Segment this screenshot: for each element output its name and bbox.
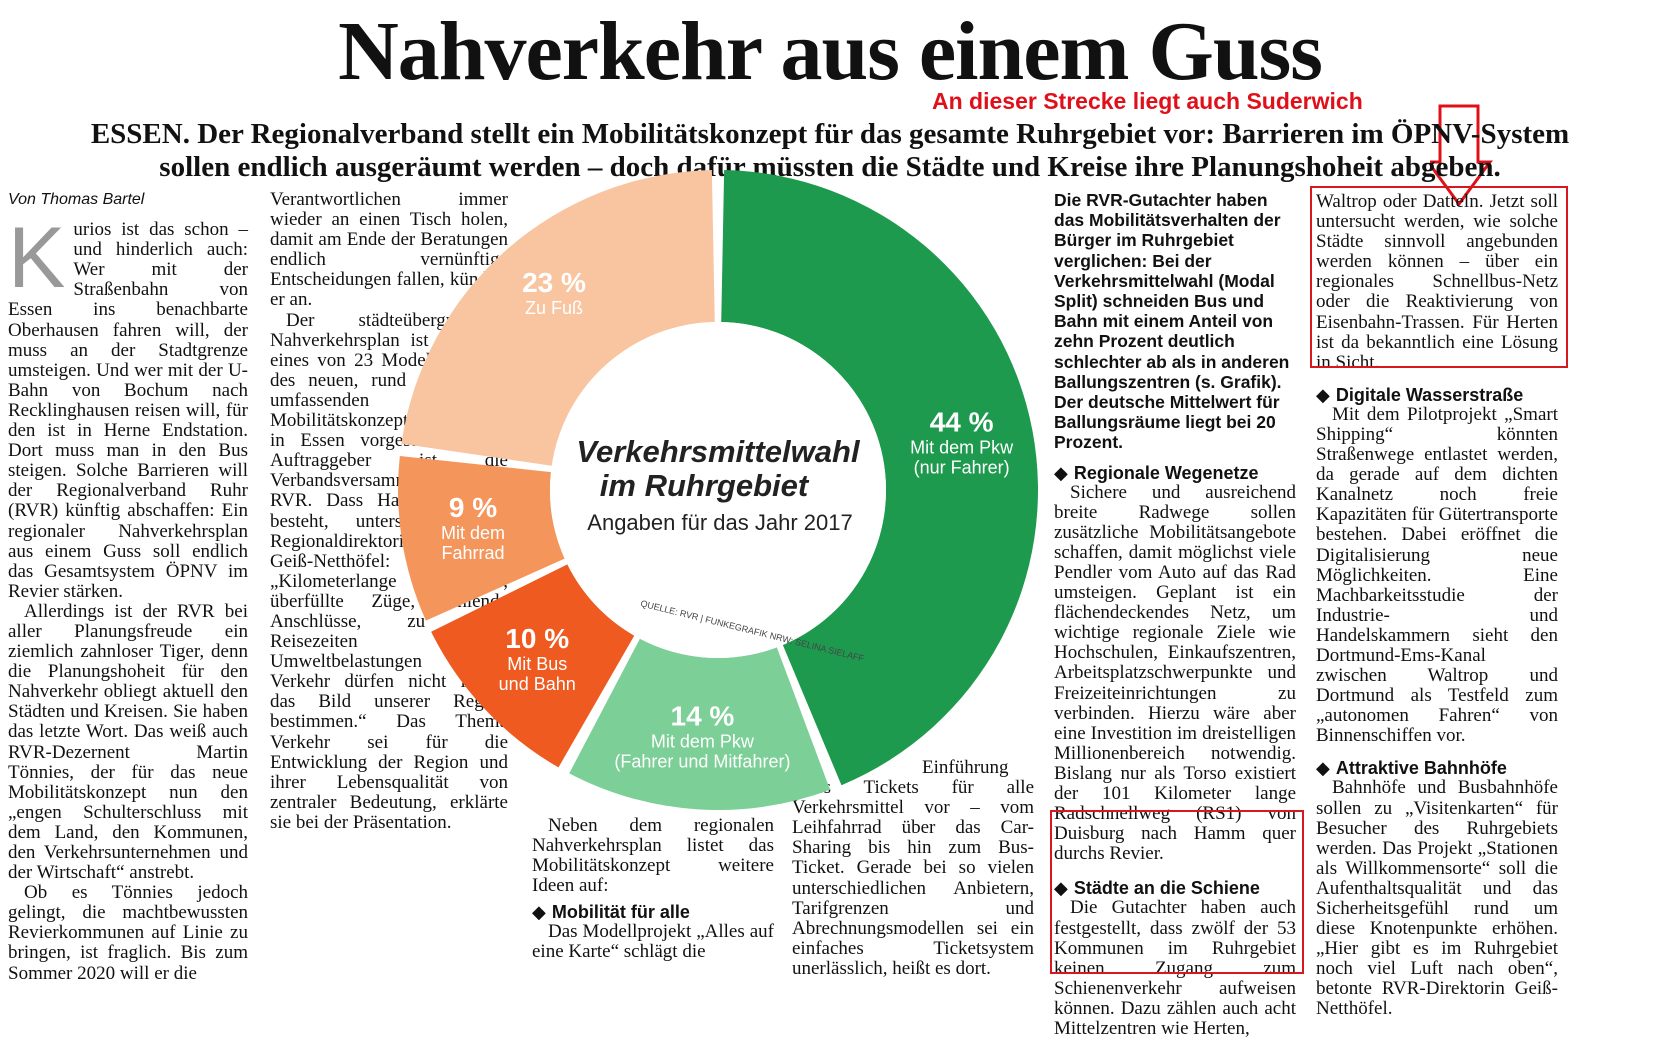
slice-category-label: Zu Fuß — [525, 298, 583, 318]
dropcap: K — [8, 210, 66, 307]
subheading-wasserstrasse: ◆ Digitale Wasserstraße — [1316, 385, 1558, 405]
subheading-text: Regionale Wegenetze — [1073, 462, 1259, 483]
subheading-text: Mobilität für alle — [551, 902, 690, 923]
subheading-wegenetze: ◆ Regionale Wegenetze — [1054, 463, 1296, 483]
highlight-box-waltrop — [1310, 186, 1568, 368]
paragraph: Einführung eines Tickets für alle Verkeh… — [792, 757, 1034, 979]
slice-category-label: Mit dem Pkw — [651, 732, 755, 752]
article-column-3: Neben dem regionalen Nahverkehrsplan lis… — [532, 815, 774, 963]
slice-category-label: und Bahn — [499, 674, 576, 694]
article-column-4: Einführung eines Tickets für alle Verkeh… — [792, 757, 1034, 979]
slice-value-label: 44 % — [930, 407, 994, 438]
lead-text: Die RVR-Gutachter haben das Mobilitätsve… — [1054, 190, 1290, 453]
paragraph: Neben dem regionalen Nahverkehrsplan lis… — [532, 815, 774, 897]
paragraph: Ob es Tönnies jedoch gelingt, die machtb… — [8, 882, 248, 984]
paragraph: Allerdings ist der RVR bei aller Planung… — [8, 600, 248, 884]
chart-title-line: Verkehrsmittelwahl — [576, 434, 861, 469]
article-column-5: Die RVR-Gutachter haben das Mobilitätsve… — [1054, 190, 1296, 1039]
bullet-diamond-icon: ◆ — [1054, 462, 1068, 483]
slice-category-label: Mit dem Pkw — [910, 438, 1014, 458]
deck-line: sollen endlich ausgeräumt werden – doch … — [159, 151, 1501, 183]
slice-value-label: 10 % — [505, 623, 569, 654]
subheading-text: Städte an die Schiene — [1073, 878, 1260, 899]
byline: Von Thomas Bartel — [8, 191, 145, 208]
slice-value-label: 23 % — [522, 267, 586, 298]
subheading-text: Attraktive Bahnhöfe — [1335, 758, 1507, 779]
paragraph: Sichere und ausreichend breite Radwege s… — [1054, 481, 1296, 865]
subheading-mobilitaet: ◆ Mobilität für alle — [532, 902, 774, 922]
paragraph-text: urios ist das schon – und hinderlich auc… — [8, 219, 248, 602]
slice-category-label: Mit Bus — [507, 654, 567, 674]
slice-category-label: (nur Fahrer) — [914, 458, 1010, 478]
bullet-diamond-icon: ◆ — [1316, 758, 1330, 779]
subheading-text: Digitale Wasserstraße — [1335, 384, 1524, 405]
donut-slice — [569, 638, 831, 811]
donut-hole — [550, 322, 886, 658]
donut-slice — [721, 170, 1039, 786]
chart-subtitle: Angaben für das Jahr 2017 — [587, 510, 852, 535]
annotation-arrow-icon — [1430, 104, 1493, 207]
slice-value-label: 14 % — [671, 701, 735, 732]
paragraph: Bahnhöfe und Busbahnhöfe sollen zu „Visi… — [1316, 777, 1558, 1020]
bullet-diamond-icon: ◆ — [532, 902, 546, 923]
article-column-2: Verantwortlichen immer wieder an einen T… — [270, 189, 508, 833]
annotation-text: An dieser Strecke liegt auch Suderwich — [932, 88, 1363, 114]
paragraph: Mit dem Pilotprojekt „Smart Shipping“ kö… — [1316, 403, 1558, 747]
paragraph: Der städteübergreifende Nahverkehrsplan … — [270, 309, 508, 833]
chart-source: QUELLE: RVR | FUNKEGRAFIK NRW: SELINA SI… — [640, 598, 866, 663]
highlight-box-staedte-schiene — [1050, 810, 1304, 974]
bullet-diamond-icon: ◆ — [1316, 384, 1330, 405]
deck-line: ESSEN. Der Regionalverband stellt ein Mo… — [90, 118, 1570, 150]
paragraph: Das Modellprojekt „Alles auf eine Karte“… — [532, 921, 774, 963]
chart-title-line: im Ruhrgebiet — [600, 468, 810, 503]
slice-category-label: (Fahrer und Mitfahrer) — [614, 752, 790, 772]
headline: Nahverkehr aus einem Guss — [338, 5, 1323, 98]
paragraph: Verantwortlichen immer wieder an einen T… — [270, 189, 508, 311]
subheading-schiene: ◆ Städte an die Schiene — [1054, 878, 1296, 898]
subheading-bahnhoefe: ◆ Attraktive Bahnhöfe — [1316, 758, 1558, 778]
bullet-diamond-icon: ◆ — [1054, 878, 1068, 899]
deck: ESSEN. Der Regionalverband stellt ein Mo… — [0, 118, 1660, 184]
